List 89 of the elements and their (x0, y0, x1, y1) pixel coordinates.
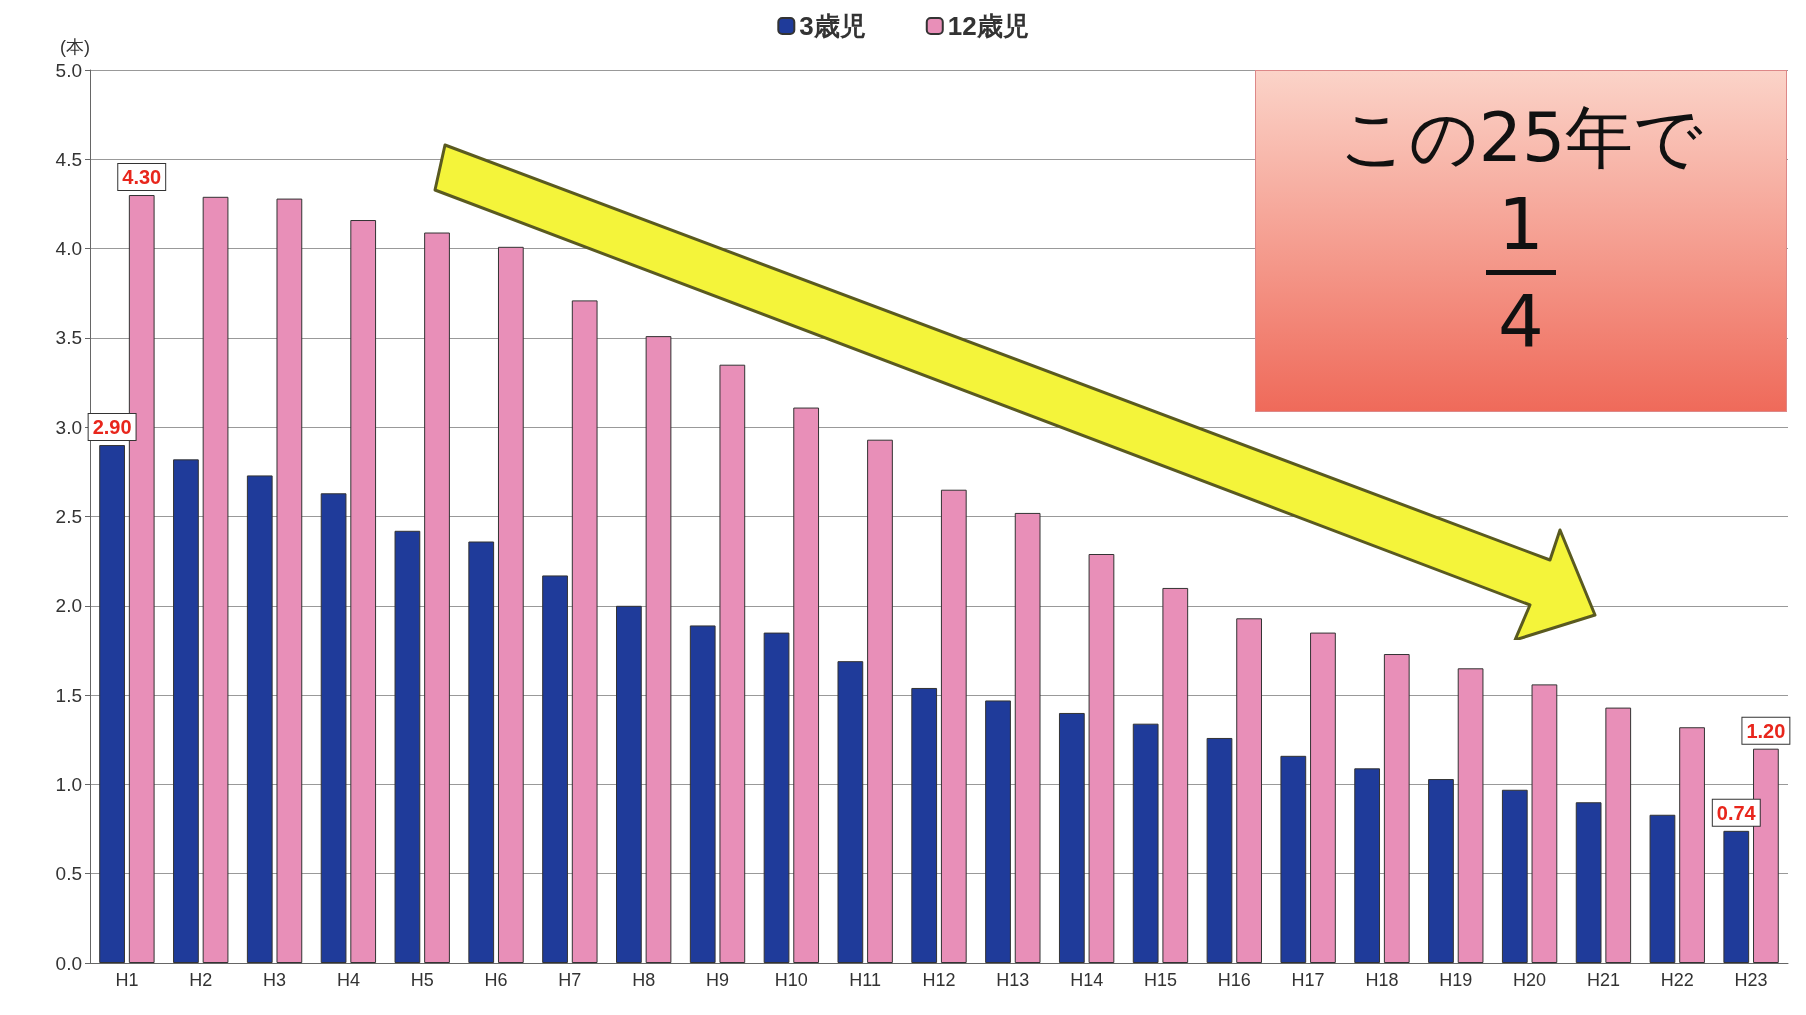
bar (911, 687, 938, 963)
bar (202, 196, 229, 963)
x-tick-label: H23 (1734, 970, 1768, 990)
bar (99, 445, 125, 963)
x-tick-label: H2 (189, 970, 213, 990)
bar (940, 489, 967, 963)
x-tick-label: H19 (1439, 970, 1473, 990)
x-tick-label: H16 (1217, 970, 1251, 990)
bar (985, 700, 1011, 963)
bar (1058, 712, 1085, 963)
bar (394, 530, 421, 963)
y-tick-label: 0.0 (55, 952, 82, 974)
bar (1649, 814, 1676, 963)
bar (763, 632, 790, 963)
y-tick-label: 3.5 (55, 327, 82, 349)
bar (1383, 654, 1410, 963)
y-axis-title: (本) (60, 37, 90, 57)
x-tick-label: H4 (336, 970, 360, 990)
x-tick-label: H7 (558, 970, 582, 990)
legend-label: 12歳児 (947, 11, 1029, 41)
bar (1605, 707, 1632, 963)
bar (1088, 554, 1115, 963)
bar (1531, 684, 1558, 963)
y-tick-label: 1.0 (55, 773, 82, 795)
bar (719, 364, 746, 963)
bar (1575, 802, 1602, 963)
bar (1132, 723, 1159, 963)
y-tick-label: 2.5 (55, 506, 82, 527)
y-tick-label: 2.0 (55, 595, 82, 617)
bar (837, 661, 864, 963)
bar (542, 575, 568, 963)
bar (350, 220, 377, 963)
bar (1162, 587, 1189, 963)
x-tick-label: H8 (632, 970, 656, 990)
bar (1280, 755, 1307, 963)
y-tick-label: 4.5 (55, 148, 82, 170)
x-tick-label: H9 (706, 970, 730, 990)
data-label: 4.30 (122, 166, 162, 189)
annotation: 4 (1498, 279, 1544, 363)
data-label: 2.90 (92, 416, 132, 439)
bar (246, 475, 273, 963)
bar (1310, 632, 1336, 963)
x-tick-label: H6 (484, 970, 508, 990)
bar (173, 459, 199, 963)
x-tick-label: H1 (115, 970, 139, 990)
callout-box: この25年で 1 4 (1255, 70, 1787, 412)
x-tick-label: H5 (410, 970, 434, 990)
y-tick-label: 3.0 (55, 416, 82, 438)
y-tick-label: 5.0 (55, 59, 82, 81)
x-tick-label: H10 (774, 970, 808, 990)
legend-label: 3歳児 (799, 11, 866, 41)
x-tick-label: H17 (1291, 970, 1325, 990)
bar (793, 407, 820, 963)
bar (571, 300, 598, 963)
bar (1236, 618, 1262, 963)
y-tick-label: 0.5 (55, 863, 82, 885)
bar (867, 439, 893, 963)
x-tick-label: H21 (1586, 970, 1620, 990)
bar (1206, 737, 1233, 963)
bar (1428, 779, 1454, 963)
bar (320, 493, 347, 963)
bar (276, 198, 303, 963)
bar (1457, 668, 1484, 963)
data-label: 0.74 (1716, 801, 1757, 824)
y-tick-label: 4.0 (55, 238, 82, 260)
annotation: 1 (1498, 182, 1544, 266)
x-tick-label: H20 (1513, 970, 1547, 990)
y-tick-label: 1.5 (55, 684, 82, 706)
bar (497, 246, 524, 963)
bar (689, 625, 716, 963)
bar (645, 336, 672, 963)
x-tick-label: H14 (1070, 970, 1104, 990)
x-tick-label: H13 (996, 970, 1030, 990)
x-tick-label: H15 (1143, 970, 1177, 990)
bar (1354, 768, 1381, 963)
bar (468, 541, 495, 963)
x-tick-label: H11 (849, 970, 882, 990)
bar (1679, 727, 1705, 963)
bar (1014, 512, 1041, 963)
data-label: 1.20 (1746, 719, 1786, 742)
x-tick-label: H3 (263, 970, 287, 990)
x-tick-label: H12 (922, 970, 956, 990)
bar (616, 605, 642, 963)
bar (1723, 830, 1750, 963)
x-tick-label: H18 (1365, 970, 1399, 990)
annotation: この25年で (1338, 98, 1704, 177)
x-tick-label: H22 (1660, 970, 1694, 990)
bar (424, 232, 450, 963)
bar (1501, 789, 1528, 963)
